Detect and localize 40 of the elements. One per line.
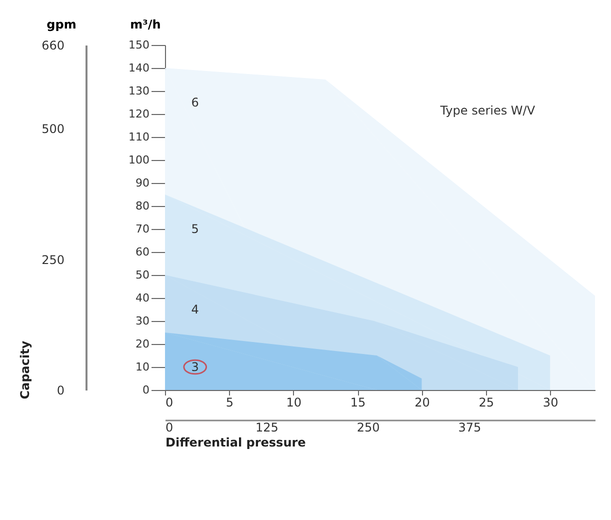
y2-tick-label: 500 [42,122,64,136]
y-tick-label: 150 [128,38,150,52]
x2-tick-label: 375 [458,420,482,434]
y-tick-label: 80 [136,200,150,212]
x2-tick-label: 250 [356,420,380,434]
y-tick-label: 70 [136,222,150,236]
y2-tick-label: 660 [42,38,64,52]
y-axis-title: m³/h [130,18,161,32]
y-tick-label: 90 [136,176,150,190]
x2-tick-label: 125 [255,420,278,434]
y-tick-label: 130 [128,84,150,98]
y2-axis-title: gpm [46,18,76,32]
y2-tick-label: 250 [42,252,64,267]
x-tick-label: 15 [350,396,366,410]
x-tick-label: 10 [286,396,302,410]
series-label: 3 [191,360,199,374]
x-tick-label: 20 [414,396,430,410]
y-tick-label: 50 [136,268,150,282]
annotation: Type series W/V [439,104,536,118]
y-tick-label: 40 [136,292,150,304]
y-tick-label: 110 [128,130,150,144]
x-tick-label: 30 [542,396,558,410]
series-label: 6 [191,96,199,110]
x-tick-label: 5 [226,396,234,410]
y-tick-label: 30 [136,314,150,328]
x-tick-label: 25 [478,396,494,410]
y-tick-label: 10 [136,360,150,374]
x2-tick-label: 0 [166,420,174,434]
y-tick-label: 0 [142,384,150,396]
y2-tick-label: 0 [56,384,64,398]
x2-axis-title: Differential pressure [166,436,306,450]
y-tick-label: 140 [128,62,150,74]
y-tick-label: 120 [128,108,150,120]
series-label: 5 [191,222,199,236]
y-tick-label: 100 [128,154,150,166]
series-label: 4 [191,302,199,316]
y-tick-label: 60 [136,246,150,258]
y-tick-label: 20 [136,338,150,350]
x-tick-label: 0 [166,396,174,410]
text: Capacity [18,340,32,400]
